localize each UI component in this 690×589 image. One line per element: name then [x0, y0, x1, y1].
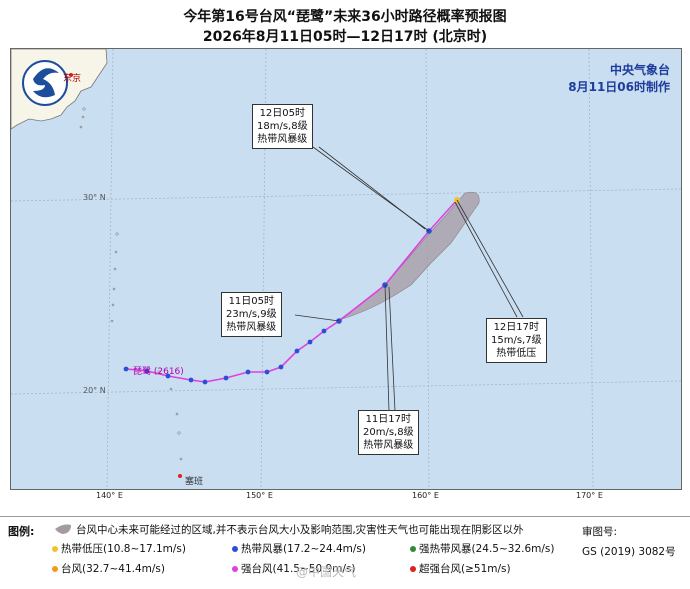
callout-11d17: 11日17时 20m/s,8级 热带风暴级 [358, 410, 419, 455]
xtick-160e: 160° E [412, 491, 439, 500]
xtick-140e: 140° E [96, 491, 123, 500]
graticule [11, 49, 681, 489]
ytick-20n: 20° N [83, 386, 106, 395]
cone-swatch [55, 524, 71, 534]
legend-label: 强台风(41.5~50.9m/s) [241, 563, 356, 575]
callout-leaders [294, 146, 524, 412]
legend-item-sty: 强台风(41.5~50.9m/s) [232, 561, 356, 576]
cone-description: 台风中心未来可能经过的区域,并不表示台风大小及影响范围,灾害性天气也可能出现在阴… [76, 524, 524, 536]
issue-time: 8月11日06时制作 [568, 80, 670, 94]
ts-dot-icon [232, 546, 238, 552]
callout-wind: 23m/s,9级 [226, 309, 277, 320]
callout-time: 11日05时 [228, 296, 275, 307]
agency-block: 中央气象台 8月11日06时制作 [568, 62, 670, 96]
ty-dot-icon [52, 566, 58, 572]
legend: 图例: 台风中心未来可能经过的区域,并不表示台风大小及影响范围,灾害性天气也可能… [0, 516, 690, 589]
legend-label: 强热带风暴(24.5~32.6m/s) [419, 543, 555, 555]
sts-dot-icon [410, 546, 416, 552]
legend-label: 热带风暴(17.2~24.4m/s) [241, 543, 366, 555]
map-svg [11, 49, 681, 489]
legend-item-superty: 超强台风(≥51m/s) [410, 561, 511, 576]
callout-wind: 15m/s,7级 [491, 335, 542, 346]
sty-dot-icon [232, 566, 238, 572]
tokyo-marker [69, 73, 73, 77]
legend-label: 热带低压(10.8~17.1m/s) [61, 543, 186, 555]
map-title: 今年第16号台风“琵鹭”未来36小时路径概率预报图 [183, 9, 507, 25]
legend-title: 图例: [8, 525, 35, 538]
callout-wind: 18m/s,8级 [257, 121, 308, 132]
callout-time: 11日17时 [365, 414, 412, 425]
ytick-30n: 30° N [83, 193, 106, 202]
td-dot-icon [52, 546, 58, 552]
legend-item-ty: 台风(32.7~41.4m/s) [52, 561, 165, 576]
legend-label: 超强台风(≥51m/s) [419, 563, 511, 575]
legend-item-ts: 热带风暴(17.2~24.4m/s) [232, 541, 366, 556]
map-subtitle: 2026年8月11日05时—12日17时 (北京时) [202, 29, 488, 45]
callout-level: 热带低压 [496, 348, 537, 359]
callout-time: 12日05时 [259, 108, 306, 119]
callout-level: 热带风暴级 [226, 322, 277, 333]
legend-item-sts: 强热带风暴(24.5~32.6m/s) [410, 541, 555, 556]
legend-item-td: 热带低压(10.8~17.1m/s) [52, 541, 186, 556]
map-area: 东京 塞班 琵鹭 (2616) 30° N 20° N [10, 48, 682, 490]
xtick-170e: 170° E [576, 491, 603, 500]
legend-label: 台风(32.7~41.4m/s) [61, 563, 165, 575]
callout-level: 热带风暴级 [257, 134, 308, 145]
tokyo-label: 东京 [63, 74, 82, 84]
approval-label: 审图号: [582, 526, 618, 538]
forecast-track [338, 199, 458, 322]
islands [79, 107, 183, 461]
track-points [123, 228, 432, 385]
callout-wind: 20m/s,8级 [363, 427, 414, 438]
cma-logo [22, 60, 68, 106]
callout-time: 12日17时 [493, 322, 540, 333]
xtick-150e: 150° E [246, 491, 273, 500]
approval-number: GS (2019) 3082号 [582, 546, 676, 558]
saipan-marker [178, 474, 182, 478]
callout-12d17: 12日17时 15m/s,7级 热带低压 [486, 318, 547, 363]
callout-11d05: 11日05时 23m/s,9级 热带风暴级 [221, 292, 282, 337]
superty-dot-icon [410, 566, 416, 572]
typhoon-name-label: 琵鹭 (2616) [133, 367, 184, 377]
approval-box: 审图号: GS (2019) 3082号 [582, 522, 676, 562]
agency-name: 中央气象台 [609, 63, 670, 77]
callout-12d05: 12日05时 18m/s,8级 热带风暴级 [252, 104, 313, 149]
watermark: @中国天气 [296, 565, 357, 579]
saipan-label: 塞班 [185, 477, 204, 487]
callout-level: 热带风暴级 [363, 440, 414, 451]
